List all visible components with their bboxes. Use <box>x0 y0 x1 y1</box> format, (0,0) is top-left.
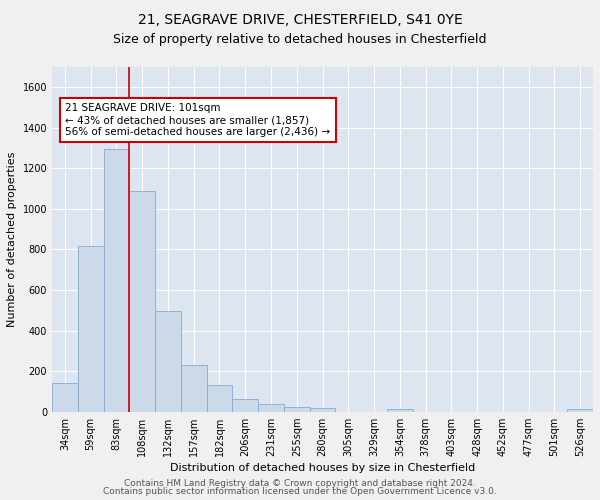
Bar <box>155 312 181 412</box>
Bar <box>232 398 258 412</box>
Y-axis label: Number of detached properties: Number of detached properties <box>7 152 17 327</box>
Bar <box>567 409 593 412</box>
Bar <box>284 406 310 412</box>
Text: Contains HM Land Registry data © Crown copyright and database right 2024.: Contains HM Land Registry data © Crown c… <box>124 478 476 488</box>
Bar <box>387 409 413 412</box>
Bar <box>78 246 104 412</box>
Bar <box>129 190 155 412</box>
Text: 21 SEAGRAVE DRIVE: 101sqm
← 43% of detached houses are smaller (1,857)
56% of se: 21 SEAGRAVE DRIVE: 101sqm ← 43% of detac… <box>65 104 331 136</box>
Bar <box>104 149 129 412</box>
Text: Size of property relative to detached houses in Chesterfield: Size of property relative to detached ho… <box>113 32 487 46</box>
Bar <box>52 384 78 412</box>
Bar <box>310 408 335 412</box>
Bar <box>181 365 206 412</box>
Text: 21, SEAGRAVE DRIVE, CHESTERFIELD, S41 0YE: 21, SEAGRAVE DRIVE, CHESTERFIELD, S41 0Y… <box>137 12 463 26</box>
Bar <box>206 386 232 412</box>
Bar <box>258 404 284 412</box>
X-axis label: Distribution of detached houses by size in Chesterfield: Distribution of detached houses by size … <box>170 463 475 473</box>
Text: Contains public sector information licensed under the Open Government Licence v3: Contains public sector information licen… <box>103 487 497 496</box>
